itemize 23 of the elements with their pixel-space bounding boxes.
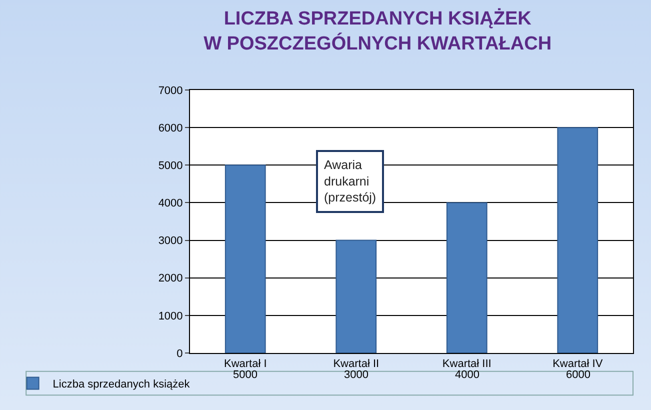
data-label: 4000: [455, 369, 480, 381]
bar: [336, 240, 377, 353]
y-tick-label: 3000: [158, 235, 183, 248]
x-tick-label: Kwartał I: [224, 358, 267, 370]
annotation: Awaria drukarni (przestój): [324, 158, 376, 204]
x-tick-label: Kwartał III: [442, 358, 492, 370]
bar: [557, 127, 598, 353]
y-tick-label: 0: [176, 348, 183, 360]
legend-label: Liczba sprzedanych książek: [52, 378, 190, 391]
y-tick-label: 4000: [158, 198, 183, 210]
bar: [446, 202, 488, 353]
y-tick-label: 1000: [158, 310, 183, 322]
chart-title: LICZBA SPRZEDANYCH KSIĄŻEK W POSZCZEGÓLNYCH KWARTAŁACH: [204, 8, 552, 54]
y-tick-label: 7000: [158, 84, 183, 97]
data-label: 6000: [566, 369, 590, 381]
bar: [224, 164, 266, 353]
y-tick-label: 6000: [158, 122, 183, 134]
data-label: 3000: [344, 369, 368, 381]
data-label: 5000: [233, 369, 258, 381]
x-tick-label: Kwartał IV: [552, 358, 604, 370]
x-tick-label: Kwartał II: [333, 358, 380, 370]
y-tick-label: 2000: [158, 272, 183, 285]
y-tick-label: 5000: [158, 160, 183, 172]
